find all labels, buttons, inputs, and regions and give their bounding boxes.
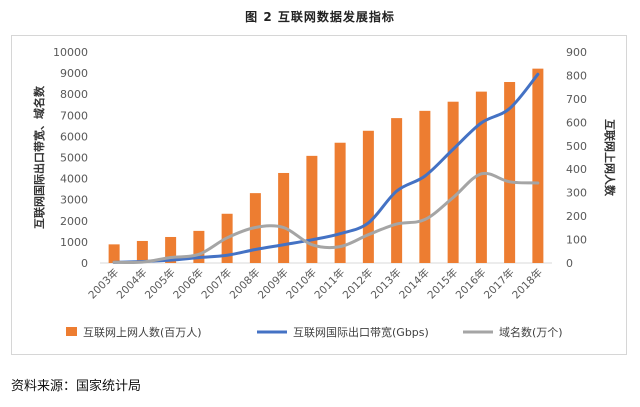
legend-label: 互联网上网人数(百万人) (83, 326, 202, 339)
bar (532, 68, 544, 263)
series-line (112, 72, 540, 264)
x-tick-label: 2008年 (227, 266, 263, 302)
x-tick-label: 2013年 (368, 266, 404, 302)
right-axis-tick-label: 500 (566, 140, 587, 153)
right-axis-tick-label: 800 (566, 69, 587, 82)
left-axis-tick-label: 4000 (60, 173, 88, 186)
left-axis-tick-label: 9000 (60, 67, 88, 80)
x-tick-label: 2009年 (255, 266, 291, 302)
series-line (112, 171, 540, 264)
left-axis-tick-label: 1000 (60, 236, 88, 249)
bar (334, 142, 346, 263)
bar (108, 244, 120, 263)
left-axis-tick-label: 8000 (60, 88, 88, 101)
left-axis-tick-label: 2000 (60, 215, 88, 228)
right-axis-tick-label: 700 (566, 93, 587, 106)
legend-swatch (66, 327, 77, 336)
left-axis-tick-label: 0 (81, 257, 88, 270)
right-axis-tick-label: 100 (566, 234, 587, 247)
right-axis-tick-label: 400 (566, 163, 587, 176)
x-tick-label: 2012年 (340, 266, 376, 302)
x-tick-label: 2006年 (170, 266, 206, 302)
left-axis-tick-label: 7000 (60, 109, 88, 122)
source-note: 资料来源：国家统计局 (11, 379, 142, 394)
bar (419, 110, 431, 264)
x-tick-label: 2010年 (283, 266, 319, 302)
x-tick-label: 2007年 (199, 266, 235, 302)
bar (306, 155, 318, 263)
right-axis-tick-label: 900 (566, 46, 587, 59)
bar (136, 240, 148, 263)
x-tick-label: 2014年 (396, 266, 432, 302)
left-axis-tick-label: 6000 (60, 130, 88, 143)
bar (504, 82, 516, 264)
bar (475, 91, 487, 263)
bar (165, 236, 177, 263)
x-tick-label: 2018年 (509, 266, 545, 302)
x-tick-label: 2015年 (425, 266, 461, 302)
bar (447, 101, 459, 263)
x-tick-label: 2003年 (86, 266, 122, 302)
bar (193, 230, 205, 263)
bar (278, 172, 290, 263)
chart-frame (11, 35, 627, 355)
bar (362, 130, 374, 263)
right-axis-tick-label: 600 (566, 116, 587, 129)
left-axis-tick-label: 10000 (53, 46, 88, 59)
x-tick-label: 2016年 (453, 266, 489, 302)
left-axis-title: 互联网国际出口带宽、域名数 (32, 85, 46, 229)
right-axis-title: 互联网上网人数 (603, 119, 617, 197)
right-axis-tick-label: 0 (566, 257, 573, 270)
legend-label: 互联网国际出口带宽(Gbps) (293, 325, 429, 339)
x-tick-label: 2011年 (312, 266, 348, 302)
x-tick-label: 2017年 (481, 266, 517, 302)
right-axis-tick-label: 200 (566, 210, 587, 223)
x-tick-label: 2005年 (142, 266, 178, 302)
x-tick-label: 2004年 (114, 266, 150, 302)
chart-title: 图 2 互联网数据发展指标 (245, 10, 395, 24)
right-axis-tick-label: 300 (566, 187, 587, 200)
left-axis-tick-label: 3000 (60, 194, 88, 207)
left-axis-tick-label: 5000 (60, 152, 88, 165)
legend-label: 域名数(万个) (499, 325, 563, 339)
